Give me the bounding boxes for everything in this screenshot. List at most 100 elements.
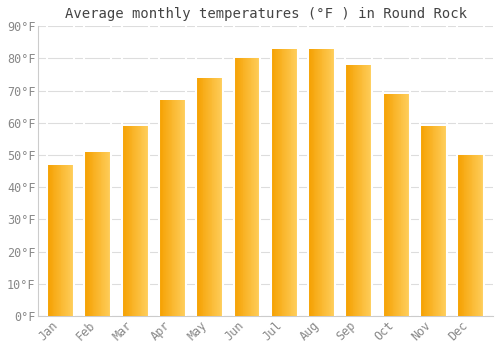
- Bar: [395, 94, 396, 316]
- Bar: [196, 78, 197, 316]
- Bar: [347, 65, 348, 316]
- Bar: [293, 49, 294, 316]
- Bar: [218, 78, 220, 316]
- Bar: [362, 65, 364, 316]
- Bar: [236, 58, 237, 316]
- Bar: [94, 152, 95, 316]
- Bar: [136, 126, 137, 316]
- Bar: [242, 58, 244, 316]
- Bar: [350, 65, 351, 316]
- Bar: [296, 49, 297, 316]
- Bar: [144, 126, 145, 316]
- Bar: [366, 65, 367, 316]
- Bar: [398, 94, 399, 316]
- Bar: [126, 126, 127, 316]
- Bar: [297, 49, 298, 316]
- Bar: [364, 65, 365, 316]
- Bar: [199, 78, 200, 316]
- Bar: [474, 155, 475, 316]
- Bar: [175, 100, 176, 316]
- Bar: [99, 152, 100, 316]
- Bar: [292, 49, 294, 316]
- Bar: [60, 165, 62, 316]
- Bar: [90, 152, 91, 316]
- Bar: [239, 58, 240, 316]
- Bar: [62, 165, 64, 316]
- Bar: [49, 165, 50, 316]
- Bar: [164, 100, 166, 316]
- Bar: [244, 58, 245, 316]
- Bar: [367, 65, 368, 316]
- Bar: [168, 100, 169, 316]
- Bar: [159, 100, 160, 316]
- Bar: [143, 126, 144, 316]
- Bar: [274, 49, 276, 316]
- Bar: [469, 155, 470, 316]
- Bar: [424, 126, 426, 316]
- Bar: [422, 126, 424, 316]
- Bar: [252, 58, 254, 316]
- Bar: [426, 126, 427, 316]
- Bar: [197, 78, 198, 316]
- Bar: [100, 152, 102, 316]
- Bar: [386, 94, 387, 316]
- Bar: [285, 49, 286, 316]
- Bar: [209, 78, 210, 316]
- Bar: [388, 94, 389, 316]
- Bar: [217, 78, 218, 316]
- Bar: [257, 58, 258, 316]
- Bar: [103, 152, 104, 316]
- Bar: [387, 94, 388, 316]
- Bar: [351, 65, 352, 316]
- Bar: [108, 152, 110, 316]
- Bar: [137, 126, 138, 316]
- Bar: [346, 65, 347, 316]
- Bar: [427, 126, 428, 316]
- Bar: [365, 65, 366, 316]
- Bar: [204, 78, 206, 316]
- Bar: [319, 49, 320, 316]
- Bar: [122, 126, 124, 316]
- Bar: [289, 49, 290, 316]
- Bar: [357, 65, 358, 316]
- Bar: [200, 78, 201, 316]
- Bar: [311, 49, 312, 316]
- Bar: [134, 126, 135, 316]
- Bar: [480, 155, 482, 316]
- Bar: [146, 126, 147, 316]
- Bar: [282, 49, 284, 316]
- Bar: [98, 152, 99, 316]
- Bar: [59, 165, 60, 316]
- Bar: [392, 94, 394, 316]
- Bar: [406, 94, 407, 316]
- Bar: [322, 49, 324, 316]
- Bar: [421, 126, 422, 316]
- Bar: [391, 94, 392, 316]
- Bar: [438, 126, 439, 316]
- Bar: [55, 165, 56, 316]
- Bar: [84, 152, 86, 316]
- Bar: [67, 165, 68, 316]
- Bar: [370, 65, 372, 316]
- Bar: [127, 126, 128, 316]
- Bar: [460, 155, 461, 316]
- Bar: [135, 126, 136, 316]
- Bar: [52, 165, 54, 316]
- Bar: [130, 126, 132, 316]
- Bar: [475, 155, 476, 316]
- Bar: [470, 155, 472, 316]
- Bar: [390, 94, 391, 316]
- Bar: [478, 155, 480, 316]
- Bar: [440, 126, 442, 316]
- Bar: [320, 49, 322, 316]
- Bar: [124, 126, 126, 316]
- Bar: [138, 126, 139, 316]
- Bar: [237, 58, 238, 316]
- Bar: [208, 78, 209, 316]
- Bar: [97, 152, 98, 316]
- Bar: [295, 49, 296, 316]
- Bar: [325, 49, 326, 316]
- Bar: [132, 126, 134, 316]
- Bar: [258, 58, 260, 316]
- Bar: [66, 165, 67, 316]
